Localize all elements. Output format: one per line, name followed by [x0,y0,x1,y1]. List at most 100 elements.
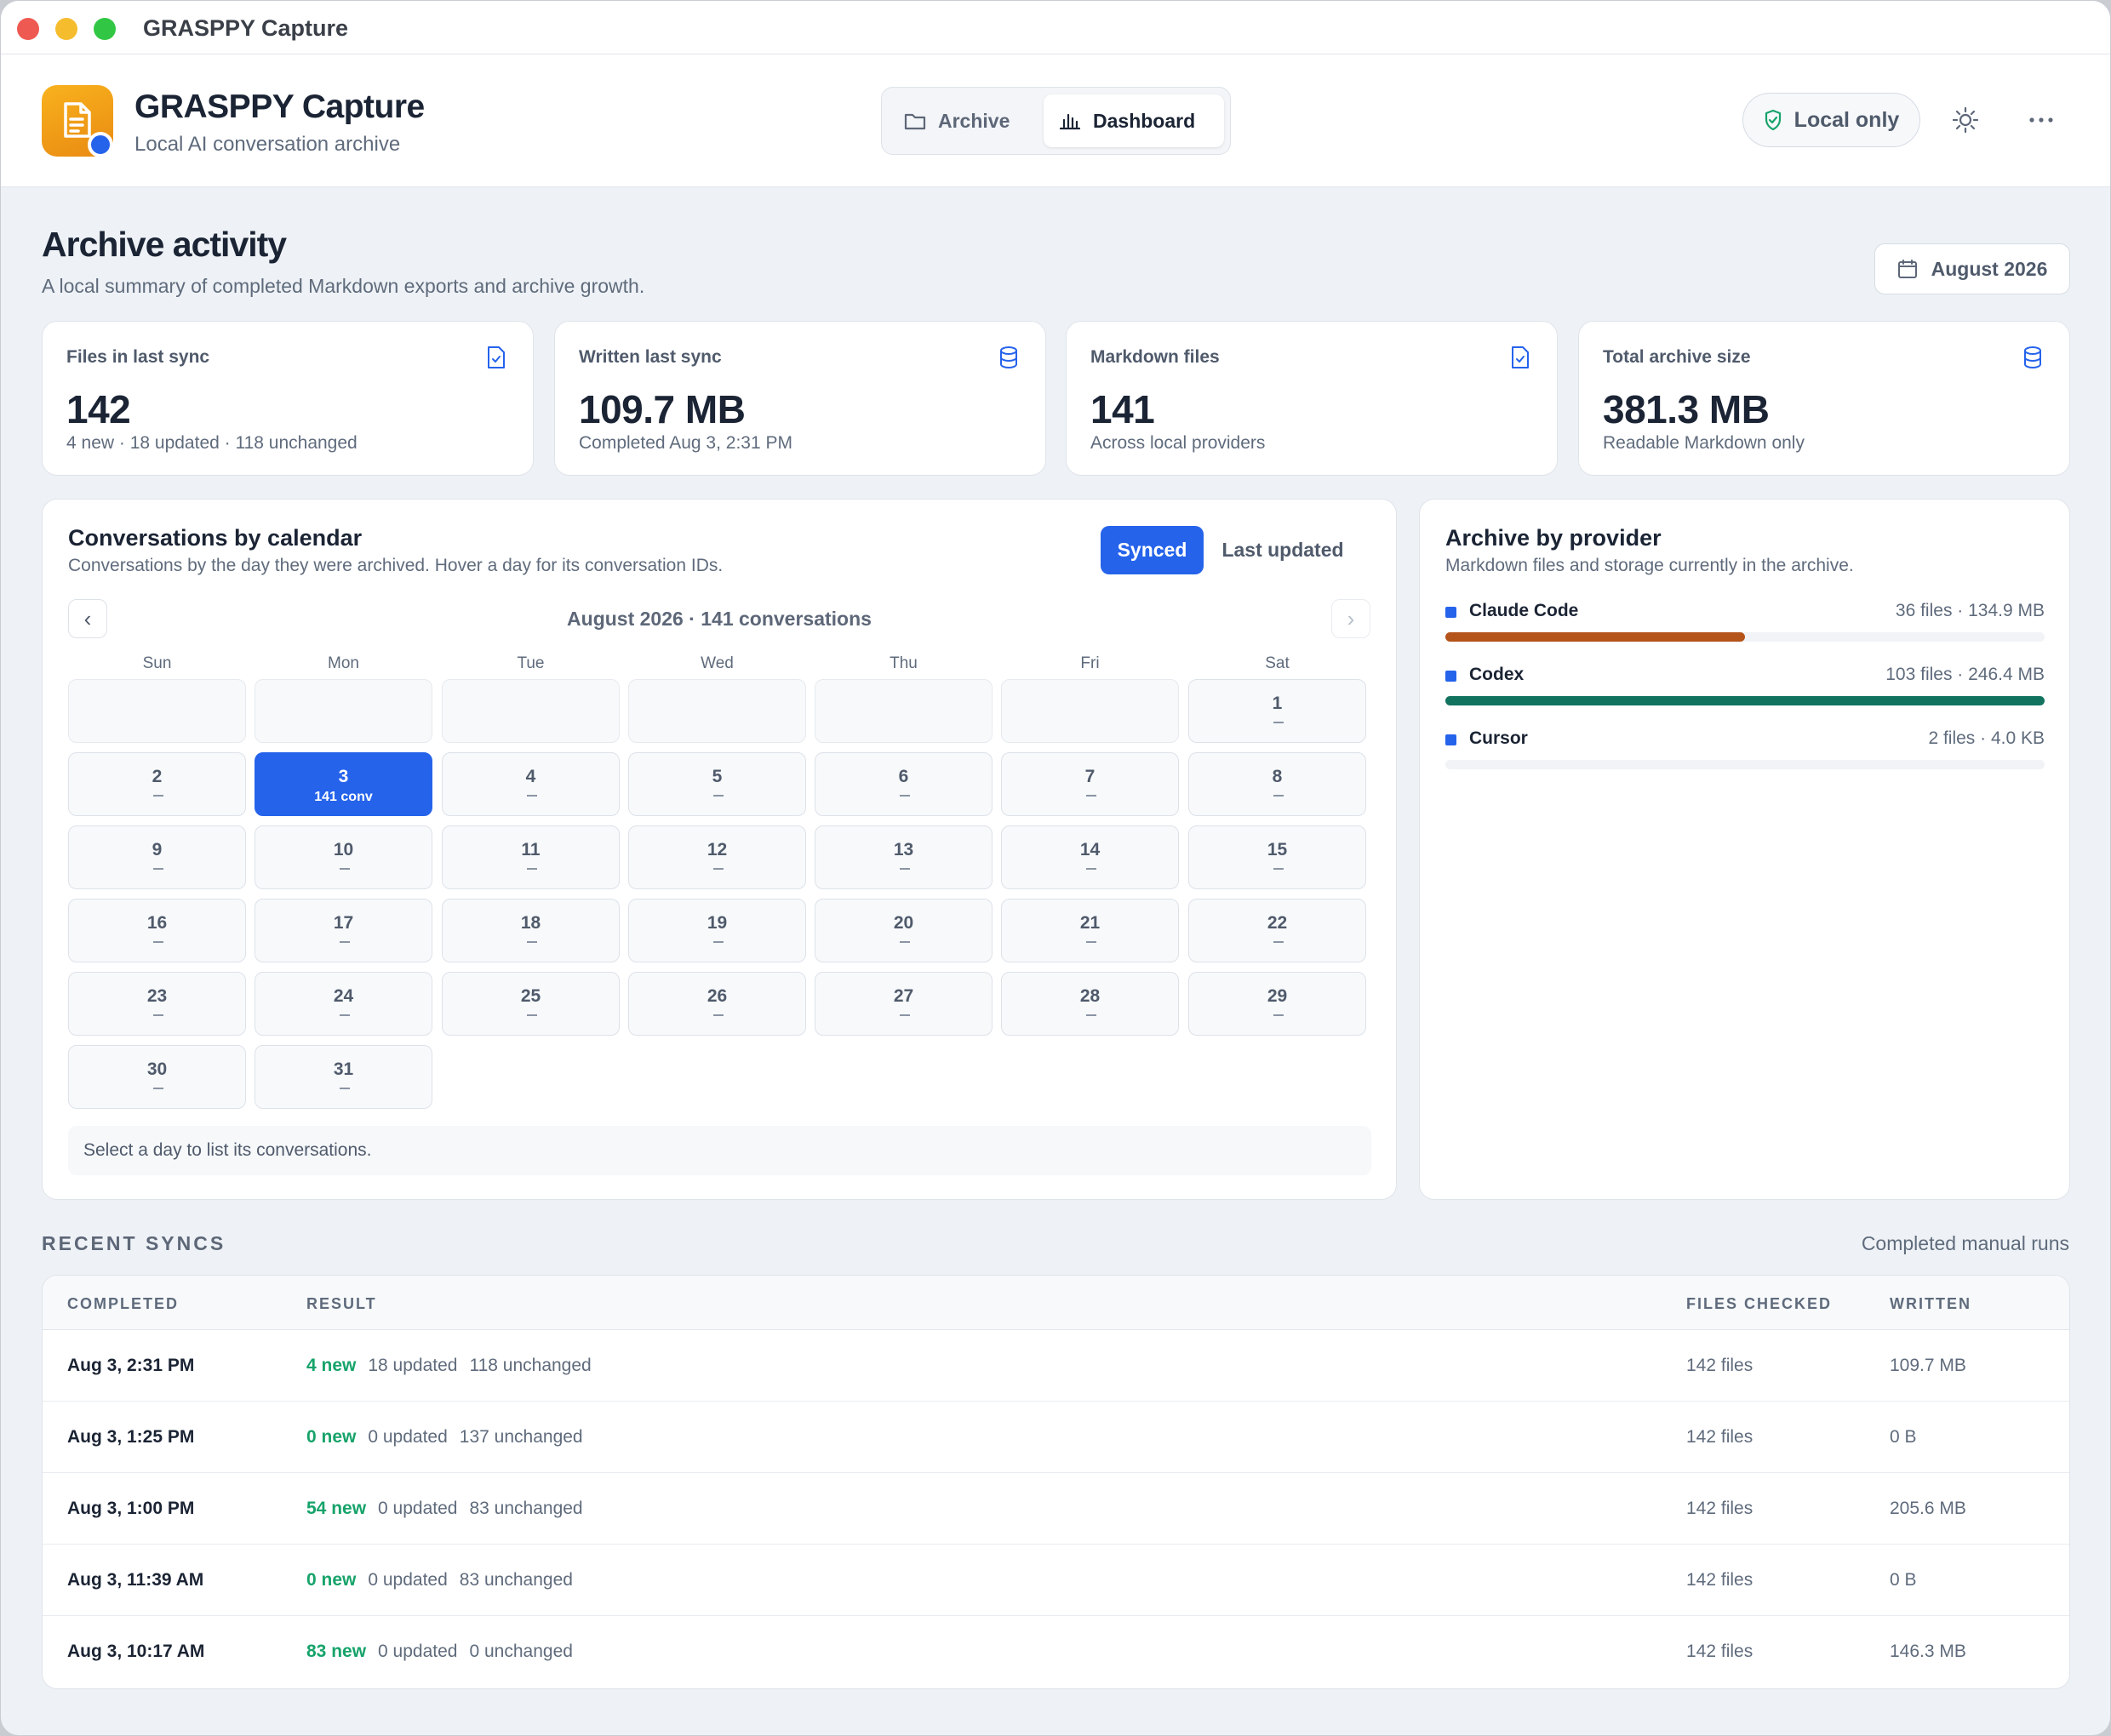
files-checked-cell: 142 files [1686,1356,1753,1375]
day-number: 25 [520,986,541,1006]
day-empty-dash [340,1014,350,1016]
provider-stats: 2 files · 4.0 KB [1928,728,2045,748]
provider-bar-track [1445,760,2045,769]
calendar-day-15[interactable]: 15 [1188,825,1366,889]
weekday-label: Mon [328,654,359,672]
calendar-day-5[interactable]: 5 [628,752,806,816]
table-row[interactable]: Aug 3, 1:00 PM 54 new 0 updated 83 uncha… [43,1473,2069,1545]
table-row[interactable]: Aug 3, 2:31 PM 4 new 18 updated 118 unch… [43,1330,2069,1402]
day-empty-dash [340,868,350,870]
column-files-checked: FILES CHECKED [1686,1295,1833,1312]
calendar-day-11[interactable]: 11 [442,825,620,889]
day-number: 22 [1267,913,1288,933]
stat-note: 4 new · 18 updated · 118 unchanged [66,433,358,453]
calendar-day-18[interactable]: 18 [442,899,620,962]
app-name: GRASPPY Capture [134,89,425,125]
stat-card-written-last-sync: Written last sync 109.7 MB Completed Aug… [554,321,1046,476]
provider-name: Cursor [1469,728,1528,748]
new-count: 0 new [306,1427,357,1447]
day-number: 10 [333,840,354,859]
calendar-day-26[interactable]: 26 [628,972,806,1036]
tab-dashboard[interactable]: Dashboard [1044,94,1224,147]
toggle-synced-button[interactable]: Synced [1101,526,1204,574]
provider-subtitle: Markdown files and storage currently in … [1445,556,1854,575]
written-cell: 0 B [1890,1570,1917,1590]
previous-month-button[interactable]: ‹ [68,599,107,638]
calendar-empty-cell [628,679,806,743]
day-number: 2 [152,767,163,786]
calendar-empty-cell [815,679,993,743]
local-only-badge[interactable]: Local only [1742,93,1920,147]
day-empty-dash [1273,722,1284,723]
table-row[interactable]: Aug 3, 1:25 PM 0 new 0 updated 137 uncha… [43,1402,2069,1473]
provider-bar-track [1445,632,2045,642]
document-icon [64,102,91,138]
calendar-day-23[interactable]: 23 [68,972,246,1036]
calendar-day-4[interactable]: 4 [442,752,620,816]
close-window-button[interactable] [17,18,39,40]
calendar-day-13[interactable]: 13 [815,825,993,889]
calendar-day-29[interactable]: 29 [1188,972,1366,1036]
calendar-day-8[interactable]: 8 [1188,752,1366,816]
next-month-button[interactable]: › [1331,599,1370,638]
minimize-window-button[interactable] [55,18,77,40]
day-number: 6 [898,767,909,786]
stat-value: 142 [66,387,131,431]
day-number: 16 [146,913,168,933]
theme-toggle-sun-icon[interactable] [1951,106,1980,134]
provider-bar-fill [1445,632,1745,642]
calendar-day-27[interactable]: 27 [815,972,993,1036]
day-empty-dash [527,868,537,870]
recent-syncs-aside: Completed manual runs [1861,1232,2069,1254]
table-row[interactable]: Aug 3, 11:39 AM 0 new 0 updated 83 uncha… [43,1545,2069,1616]
files-checked-cell: 142 files [1686,1642,1753,1661]
calendar-day-24[interactable]: 24 [255,972,432,1036]
toggle-last-updated-button[interactable]: Last updated [1221,539,1344,561]
month-picker-button[interactable]: August 2026 [1874,243,2070,294]
day-empty-dash [1273,795,1284,797]
calendar-day-21[interactable]: 21 [1001,899,1179,962]
calendar-day-22[interactable]: 22 [1188,899,1366,962]
more-options-icon[interactable] [2027,106,2056,134]
files-checked-cell: 142 files [1686,1499,1753,1518]
tab-archive[interactable]: Archive [889,94,1059,147]
day-empty-dash [900,941,910,943]
day-empty-dash [1086,868,1096,870]
table-row[interactable]: Aug 3, 10:17 AM 83 new 0 updated 0 uncha… [43,1616,2069,1687]
day-empty-dash [1273,868,1284,870]
completed-cell: Aug 3, 1:25 PM [67,1427,195,1447]
day-number: 7 [1084,767,1096,786]
calendar-day-14[interactable]: 14 [1001,825,1179,889]
calendar-day-1[interactable]: 1 [1188,679,1366,743]
calendar-day-3[interactable]: 3 141 conv [255,752,432,816]
calendar-day-31[interactable]: 31 [255,1045,432,1109]
day-number: 14 [1079,840,1101,859]
calendar-day-9[interactable]: 9 [68,825,246,889]
calendar-day-25[interactable]: 25 [442,972,620,1036]
calendar-day-16[interactable]: 16 [68,899,246,962]
calendar-day-7[interactable]: 7 [1001,752,1179,816]
calendar-day-19[interactable]: 19 [628,899,806,962]
stat-label: Written last sync [579,347,722,367]
file-check-icon [488,346,505,368]
calendar-day-6[interactable]: 6 [815,752,993,816]
calendar-day-12[interactable]: 12 [628,825,806,889]
app-logo-icon [42,85,113,157]
day-empty-dash [527,795,537,797]
calendar-day-28[interactable]: 28 [1001,972,1179,1036]
day-number: 31 [333,1059,354,1079]
calendar-day-2[interactable]: 2 [68,752,246,816]
stat-label: Markdown files [1090,347,1220,367]
updated-count: 0 updated [378,1642,458,1661]
day-empty-dash [527,1014,537,1016]
stat-label: Files in last sync [66,347,210,367]
calendar-day-20[interactable]: 20 [815,899,993,962]
app-subtitle: Local AI conversation archive [134,133,401,156]
chevron-left-icon: ‹ [83,605,92,631]
zoom-window-button[interactable] [94,18,116,40]
calendar-day-17[interactable]: 17 [255,899,432,962]
calendar-day-30[interactable]: 30 [68,1045,246,1109]
weekday-label: Sat [1265,654,1290,672]
calendar-day-10[interactable]: 10 [255,825,432,889]
day-empty-dash [1086,1014,1096,1016]
